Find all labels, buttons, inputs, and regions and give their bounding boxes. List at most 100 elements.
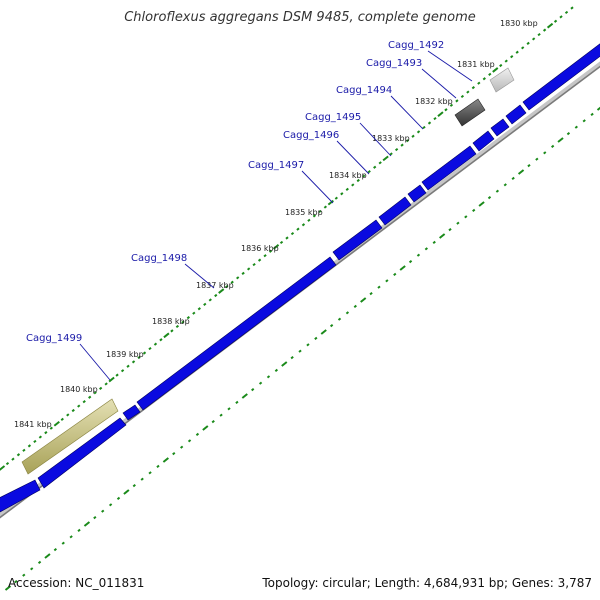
scale-tick bbox=[527, 164, 531, 168]
scale-tick bbox=[504, 59, 508, 63]
scale-tick bbox=[202, 425, 209, 431]
scale-tick bbox=[101, 509, 105, 513]
scale-tick bbox=[156, 464, 160, 468]
scale-tick bbox=[27, 444, 32, 448]
scale-tick bbox=[126, 364, 130, 368]
gene-label[interactable]: Cagg_1495 bbox=[305, 112, 361, 123]
scale-tick bbox=[503, 183, 507, 187]
scale-tick bbox=[537, 32, 541, 37]
scale-tick bbox=[546, 22, 554, 29]
scale-tick bbox=[116, 496, 121, 500]
scale-tick bbox=[162, 457, 169, 463]
scale-tick bbox=[449, 103, 454, 107]
cds-block[interactable] bbox=[490, 118, 510, 137]
cds-block[interactable] bbox=[522, 40, 600, 111]
scale-tick bbox=[93, 516, 97, 520]
scale-tick bbox=[471, 86, 475, 90]
feature-dark[interactable] bbox=[454, 98, 486, 127]
scale-tick bbox=[208, 298, 212, 302]
kbp-scale-labels: 1830 kbp 1831 kbp 1832 kbp 1833 kbp 1834 kbp… bbox=[14, 19, 538, 429]
kbp-label: 1837 kbp bbox=[196, 281, 234, 290]
cds-block[interactable] bbox=[37, 417, 127, 489]
scale-tick bbox=[307, 218, 311, 222]
cds-block[interactable] bbox=[332, 219, 383, 261]
scale-tick bbox=[186, 316, 190, 320]
scale-tick bbox=[566, 132, 571, 136]
scale-tick bbox=[362, 174, 366, 178]
scale-tick bbox=[38, 435, 43, 439]
scale-tick bbox=[543, 151, 547, 155]
scale-tick bbox=[515, 50, 519, 54]
scale-tick bbox=[279, 240, 284, 245]
scale-tick bbox=[246, 267, 251, 271]
cds-block[interactable] bbox=[122, 404, 141, 421]
scale-tick bbox=[323, 205, 328, 209]
scale-tick bbox=[553, 19, 558, 23]
kbp-label: 1835 kbp bbox=[285, 208, 323, 217]
cds-track bbox=[0, 40, 600, 513]
cds-block[interactable] bbox=[136, 256, 337, 411]
feature-light[interactable] bbox=[489, 67, 515, 93]
gene-label[interactable]: Cagg_1494 bbox=[336, 85, 392, 96]
scale-tick bbox=[71, 408, 75, 413]
scale-tick bbox=[456, 221, 460, 225]
scale-tick bbox=[241, 271, 245, 275]
scale-tick bbox=[433, 116, 437, 121]
gene-leader-line bbox=[184, 263, 215, 289]
gene-label[interactable]: Cagg_1499 bbox=[26, 333, 82, 344]
scale-ticks-inner bbox=[4, 106, 600, 591]
cds-block[interactable] bbox=[505, 104, 527, 125]
scale-tick bbox=[268, 249, 273, 253]
scale-tick bbox=[131, 360, 136, 364]
scale-tick bbox=[353, 304, 357, 308]
scale-tick bbox=[203, 302, 207, 306]
kbp-label: 1840 kbp bbox=[60, 385, 98, 394]
scale-tick bbox=[582, 119, 586, 123]
kbp-label: 1836 kbp bbox=[241, 244, 279, 253]
scale-tick bbox=[16, 453, 21, 457]
scale-tick bbox=[455, 99, 459, 103]
scale-tick bbox=[596, 106, 600, 111]
gene-label[interactable]: Cagg_1497 bbox=[248, 160, 304, 171]
scale-tick bbox=[427, 121, 432, 125]
scale-tick bbox=[439, 233, 446, 239]
scale-tick bbox=[236, 276, 240, 280]
scale-tick bbox=[49, 426, 53, 430]
scale-tick bbox=[258, 381, 263, 385]
scale-tick bbox=[5, 461, 10, 466]
scale-tick bbox=[148, 346, 152, 351]
genome-title: Chloroflexus aggregans DSM 9485, complet… bbox=[124, 10, 476, 25]
gene-label[interactable]: Cagg_1492 bbox=[388, 40, 444, 51]
scale-tick bbox=[108, 503, 113, 507]
scale-tick bbox=[266, 375, 271, 379]
scale-tick bbox=[564, 10, 569, 15]
cds-block[interactable] bbox=[472, 130, 495, 152]
scale-tick bbox=[252, 262, 256, 267]
scale-tick bbox=[44, 431, 48, 435]
scale-tick bbox=[495, 189, 500, 193]
scale-tick bbox=[472, 208, 476, 212]
scale-tick bbox=[104, 382, 108, 386]
cds-block[interactable] bbox=[378, 196, 412, 226]
scale-tick bbox=[345, 311, 350, 315]
cds-block[interactable] bbox=[421, 145, 477, 191]
scale-tick bbox=[444, 108, 448, 112]
gene-label[interactable]: Cagg_1498 bbox=[131, 253, 187, 264]
scale-tick bbox=[437, 111, 444, 117]
scale-tick bbox=[180, 445, 184, 449]
cds-block[interactable] bbox=[407, 184, 427, 203]
feature-olive[interactable] bbox=[21, 398, 119, 475]
scale-tick bbox=[214, 293, 218, 298]
scale-tick bbox=[448, 228, 452, 232]
scale-tick bbox=[424, 247, 428, 251]
cds-block[interactable] bbox=[0, 479, 41, 513]
scale-tick bbox=[400, 143, 404, 147]
scale-tick bbox=[197, 307, 201, 311]
gene-label[interactable]: Cagg_1496 bbox=[283, 130, 339, 141]
scale-tick bbox=[511, 176, 515, 180]
gene-label[interactable]: Cagg_1493 bbox=[366, 58, 422, 69]
scale-tick bbox=[298, 349, 302, 353]
scale-tick bbox=[142, 351, 147, 355]
scale-tick bbox=[163, 332, 170, 339]
